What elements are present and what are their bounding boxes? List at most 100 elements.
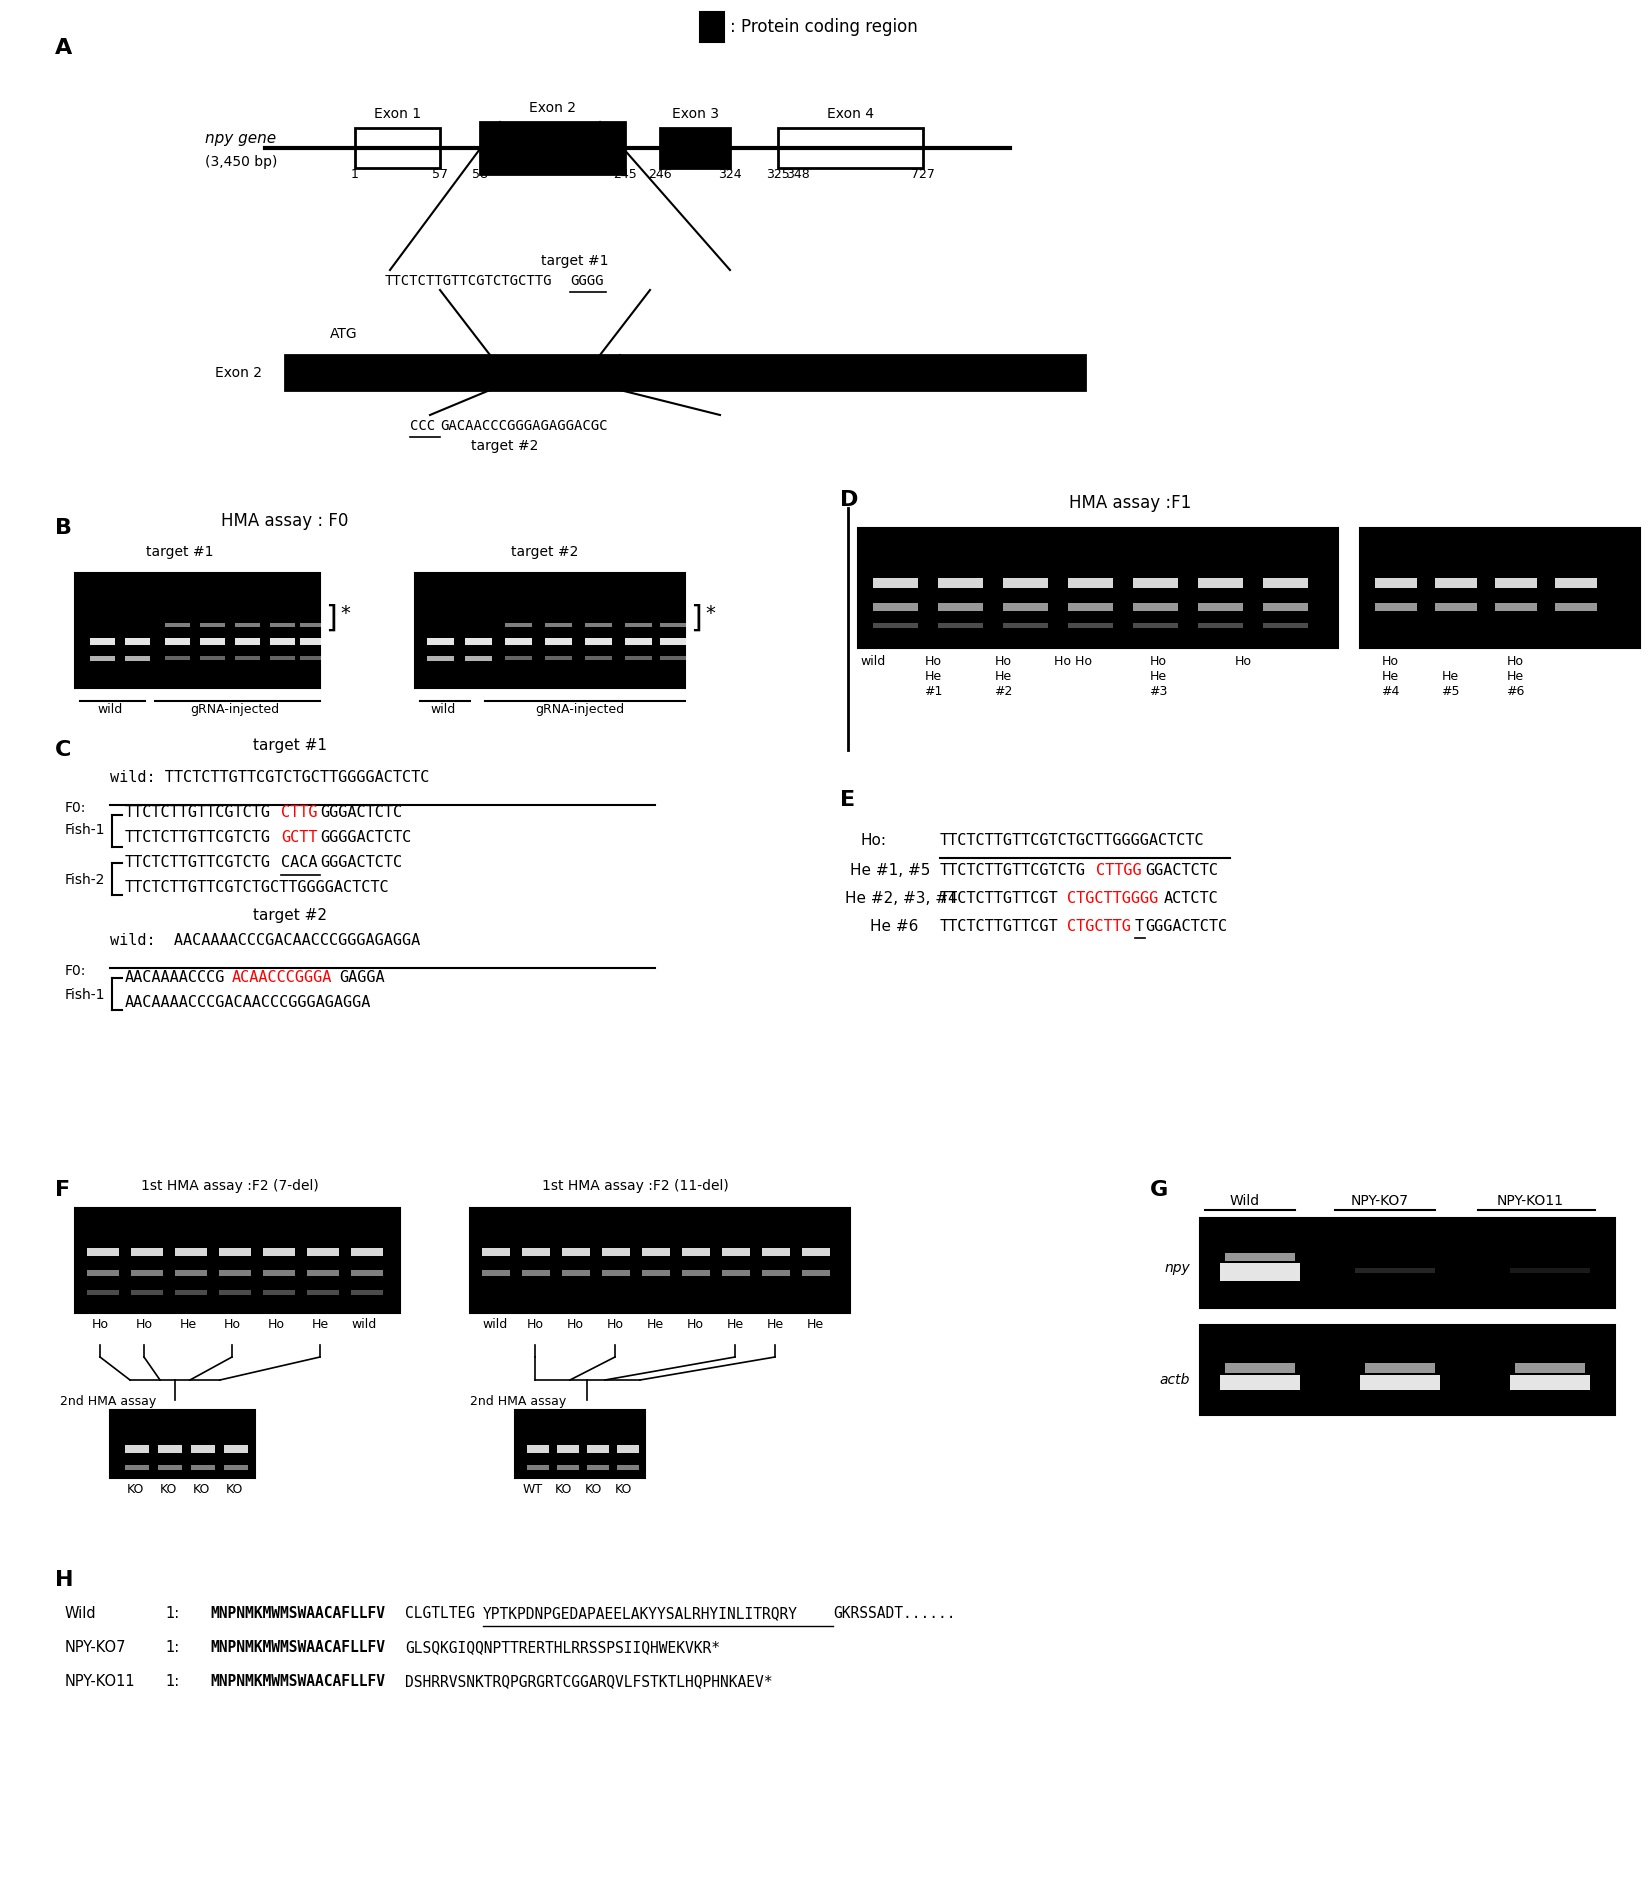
Bar [191, 1465, 214, 1470]
Text: He: He [726, 1318, 744, 1331]
Bar [1374, 579, 1417, 588]
Bar [700, 11, 724, 41]
Text: 1:: 1: [165, 1674, 180, 1689]
Text: GACAACCCGGGAGAGGACGC: GACAACCCGGGAGAGGACGC [441, 418, 607, 434]
Bar [587, 1465, 609, 1470]
Bar [87, 1248, 119, 1255]
Bar [300, 656, 325, 660]
Text: KO: KO [160, 1483, 177, 1497]
Text: wild: wild [860, 654, 886, 667]
Text: NPY-KO7: NPY-KO7 [64, 1640, 127, 1655]
Bar [165, 637, 190, 645]
Bar [427, 637, 454, 645]
Text: F0:: F0: [64, 801, 86, 814]
Bar [285, 354, 1086, 390]
Bar [544, 637, 573, 645]
Bar [1198, 624, 1242, 628]
Text: *: * [705, 603, 714, 622]
Bar [617, 1446, 639, 1453]
Text: TTCTCTTGTTCGTCTG: TTCTCTTGTTCGTCTG [940, 863, 1086, 878]
Bar [200, 624, 224, 628]
Bar [937, 603, 983, 611]
Bar [300, 637, 325, 645]
Text: GGGG: GGGG [569, 273, 604, 288]
Text: NPY-KO7: NPY-KO7 [1351, 1193, 1409, 1208]
Text: He: He [180, 1318, 196, 1331]
Text: 1st HMA assay :F2 (7-del): 1st HMA assay :F2 (7-del) [142, 1178, 318, 1193]
Bar [1134, 603, 1178, 611]
Text: Wild: Wild [1229, 1193, 1261, 1208]
Bar [505, 637, 531, 645]
Bar [937, 624, 983, 628]
Bar [91, 656, 116, 662]
Bar [625, 656, 652, 660]
Bar [625, 624, 652, 628]
Bar [234, 637, 261, 645]
Text: 1st HMA assay :F2 (11-del): 1st HMA assay :F2 (11-del) [541, 1178, 728, 1193]
Text: He: He [1381, 669, 1399, 682]
Text: 325: 325 [766, 168, 790, 181]
Bar [1355, 1269, 1436, 1272]
Bar [660, 656, 686, 660]
Text: #1: #1 [924, 684, 942, 697]
Text: H: H [54, 1570, 74, 1591]
Text: GGGACTCTC: GGGACTCTC [1145, 920, 1228, 933]
Text: 245: 245 [614, 168, 637, 181]
Bar [175, 1289, 206, 1295]
Bar [642, 1248, 670, 1255]
Text: MNPNMKMWMSWAACAFLLFV: MNPNMKMWMSWAACAFLLFV [210, 1606, 384, 1621]
Bar [465, 656, 492, 662]
Bar [1198, 603, 1242, 611]
Text: Ho: Ho [135, 1318, 152, 1331]
Bar [1262, 579, 1308, 588]
Text: He #1, #5: He #1, #5 [850, 863, 931, 878]
Text: G: G [1150, 1180, 1168, 1201]
Text: 57: 57 [432, 168, 449, 181]
Text: target #2: target #2 [252, 909, 327, 924]
Bar [262, 1289, 295, 1295]
Text: F0:: F0: [64, 963, 86, 978]
Text: 727: 727 [911, 168, 936, 181]
Bar [1436, 579, 1477, 588]
Text: Ho: Ho [91, 1318, 109, 1331]
Bar [1003, 579, 1048, 588]
Text: #6: #6 [1506, 684, 1525, 697]
Bar [175, 1270, 206, 1276]
Text: target #2: target #2 [472, 439, 538, 452]
Text: wild: wild [431, 703, 455, 716]
Text: NPY-KO11: NPY-KO11 [1497, 1193, 1564, 1208]
Text: ATG: ATG [330, 326, 358, 341]
Bar [762, 1270, 790, 1276]
Text: GAGGA: GAGGA [338, 971, 384, 986]
Bar [1219, 1374, 1300, 1389]
Text: 58: 58 [472, 168, 488, 181]
Text: CTTG: CTTG [280, 805, 317, 820]
Bar [681, 1270, 710, 1276]
Bar [1134, 579, 1178, 588]
Bar [1554, 579, 1597, 588]
Bar [521, 1248, 549, 1255]
Text: 1: 1 [351, 168, 360, 181]
Bar [130, 1270, 163, 1276]
Text: NPY-KO11: NPY-KO11 [64, 1674, 135, 1689]
Text: GKRSSADT......: GKRSSADT...... [833, 1606, 955, 1621]
Bar [681, 1248, 710, 1255]
Bar [563, 1270, 591, 1276]
Bar [219, 1289, 251, 1295]
Bar [642, 1270, 670, 1276]
Text: target #1: target #1 [252, 739, 327, 752]
Bar [1436, 603, 1477, 611]
Bar [660, 637, 686, 645]
Bar [482, 1270, 510, 1276]
Text: Exon 4: Exon 4 [827, 107, 874, 121]
Text: GGGGACTCTC: GGGGACTCTC [320, 829, 411, 844]
Bar [625, 637, 652, 645]
Text: ACAACCCGGGA: ACAACCCGGGA [233, 971, 332, 986]
Bar [858, 528, 1338, 648]
Text: TTCTCTTGTTCGT: TTCTCTTGTTCGT [940, 892, 1059, 907]
Text: He: He [924, 669, 942, 682]
Text: GGACTCTC: GGACTCTC [1145, 863, 1218, 878]
Bar [351, 1270, 383, 1276]
Text: 1:: 1: [165, 1606, 180, 1621]
Text: target #2: target #2 [512, 545, 579, 560]
